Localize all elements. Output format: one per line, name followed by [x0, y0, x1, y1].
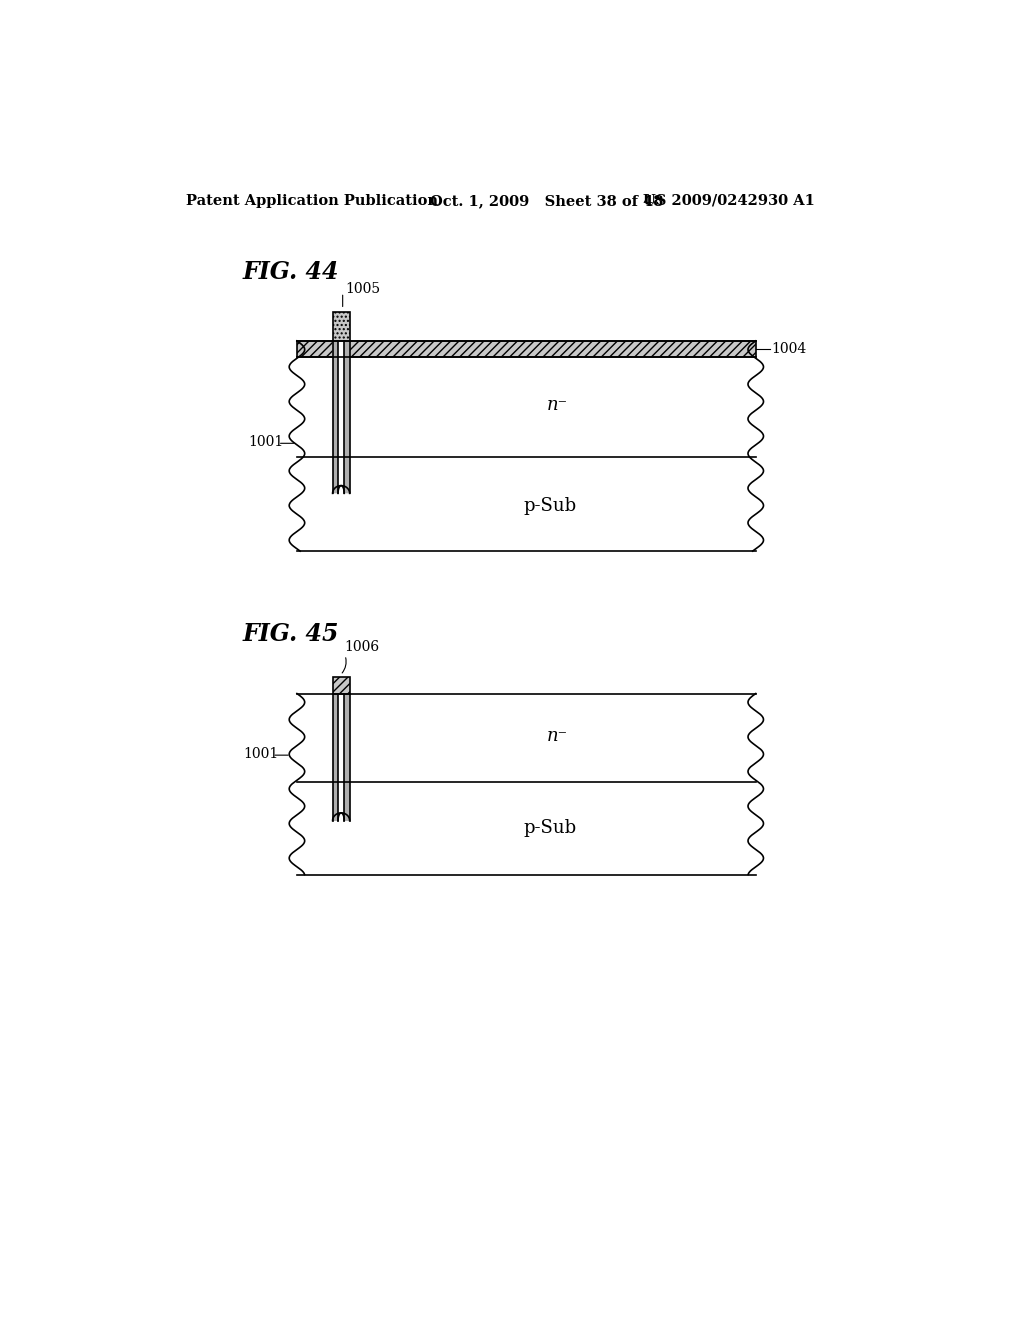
Polygon shape: [333, 813, 349, 821]
Text: FIG. 45: FIG. 45: [243, 622, 339, 647]
Text: Patent Application Publication: Patent Application Publication: [186, 194, 438, 207]
Polygon shape: [333, 693, 349, 821]
Text: n⁻: n⁻: [547, 727, 567, 744]
Polygon shape: [333, 341, 349, 494]
Text: Oct. 1, 2009   Sheet 38 of 48: Oct. 1, 2009 Sheet 38 of 48: [430, 194, 664, 207]
Text: 1001: 1001: [243, 747, 279, 760]
Text: 1004: 1004: [771, 342, 807, 356]
Text: 1001: 1001: [248, 434, 284, 449]
Bar: [344, 693, 349, 821]
Text: 1005: 1005: [345, 281, 380, 296]
Bar: [333, 341, 338, 494]
Bar: [333, 312, 349, 341]
Text: n⁻: n⁻: [547, 396, 567, 413]
Bar: [333, 677, 349, 693]
Polygon shape: [333, 486, 349, 494]
Bar: [333, 693, 338, 821]
Bar: [344, 341, 349, 494]
Text: p-Sub: p-Sub: [523, 820, 577, 837]
Text: US 2009/0242930 A1: US 2009/0242930 A1: [643, 194, 815, 207]
Text: 1006: 1006: [344, 640, 379, 655]
Text: FIG. 44: FIG. 44: [243, 260, 339, 284]
Bar: [297, 341, 756, 358]
Text: p-Sub: p-Sub: [523, 498, 577, 515]
